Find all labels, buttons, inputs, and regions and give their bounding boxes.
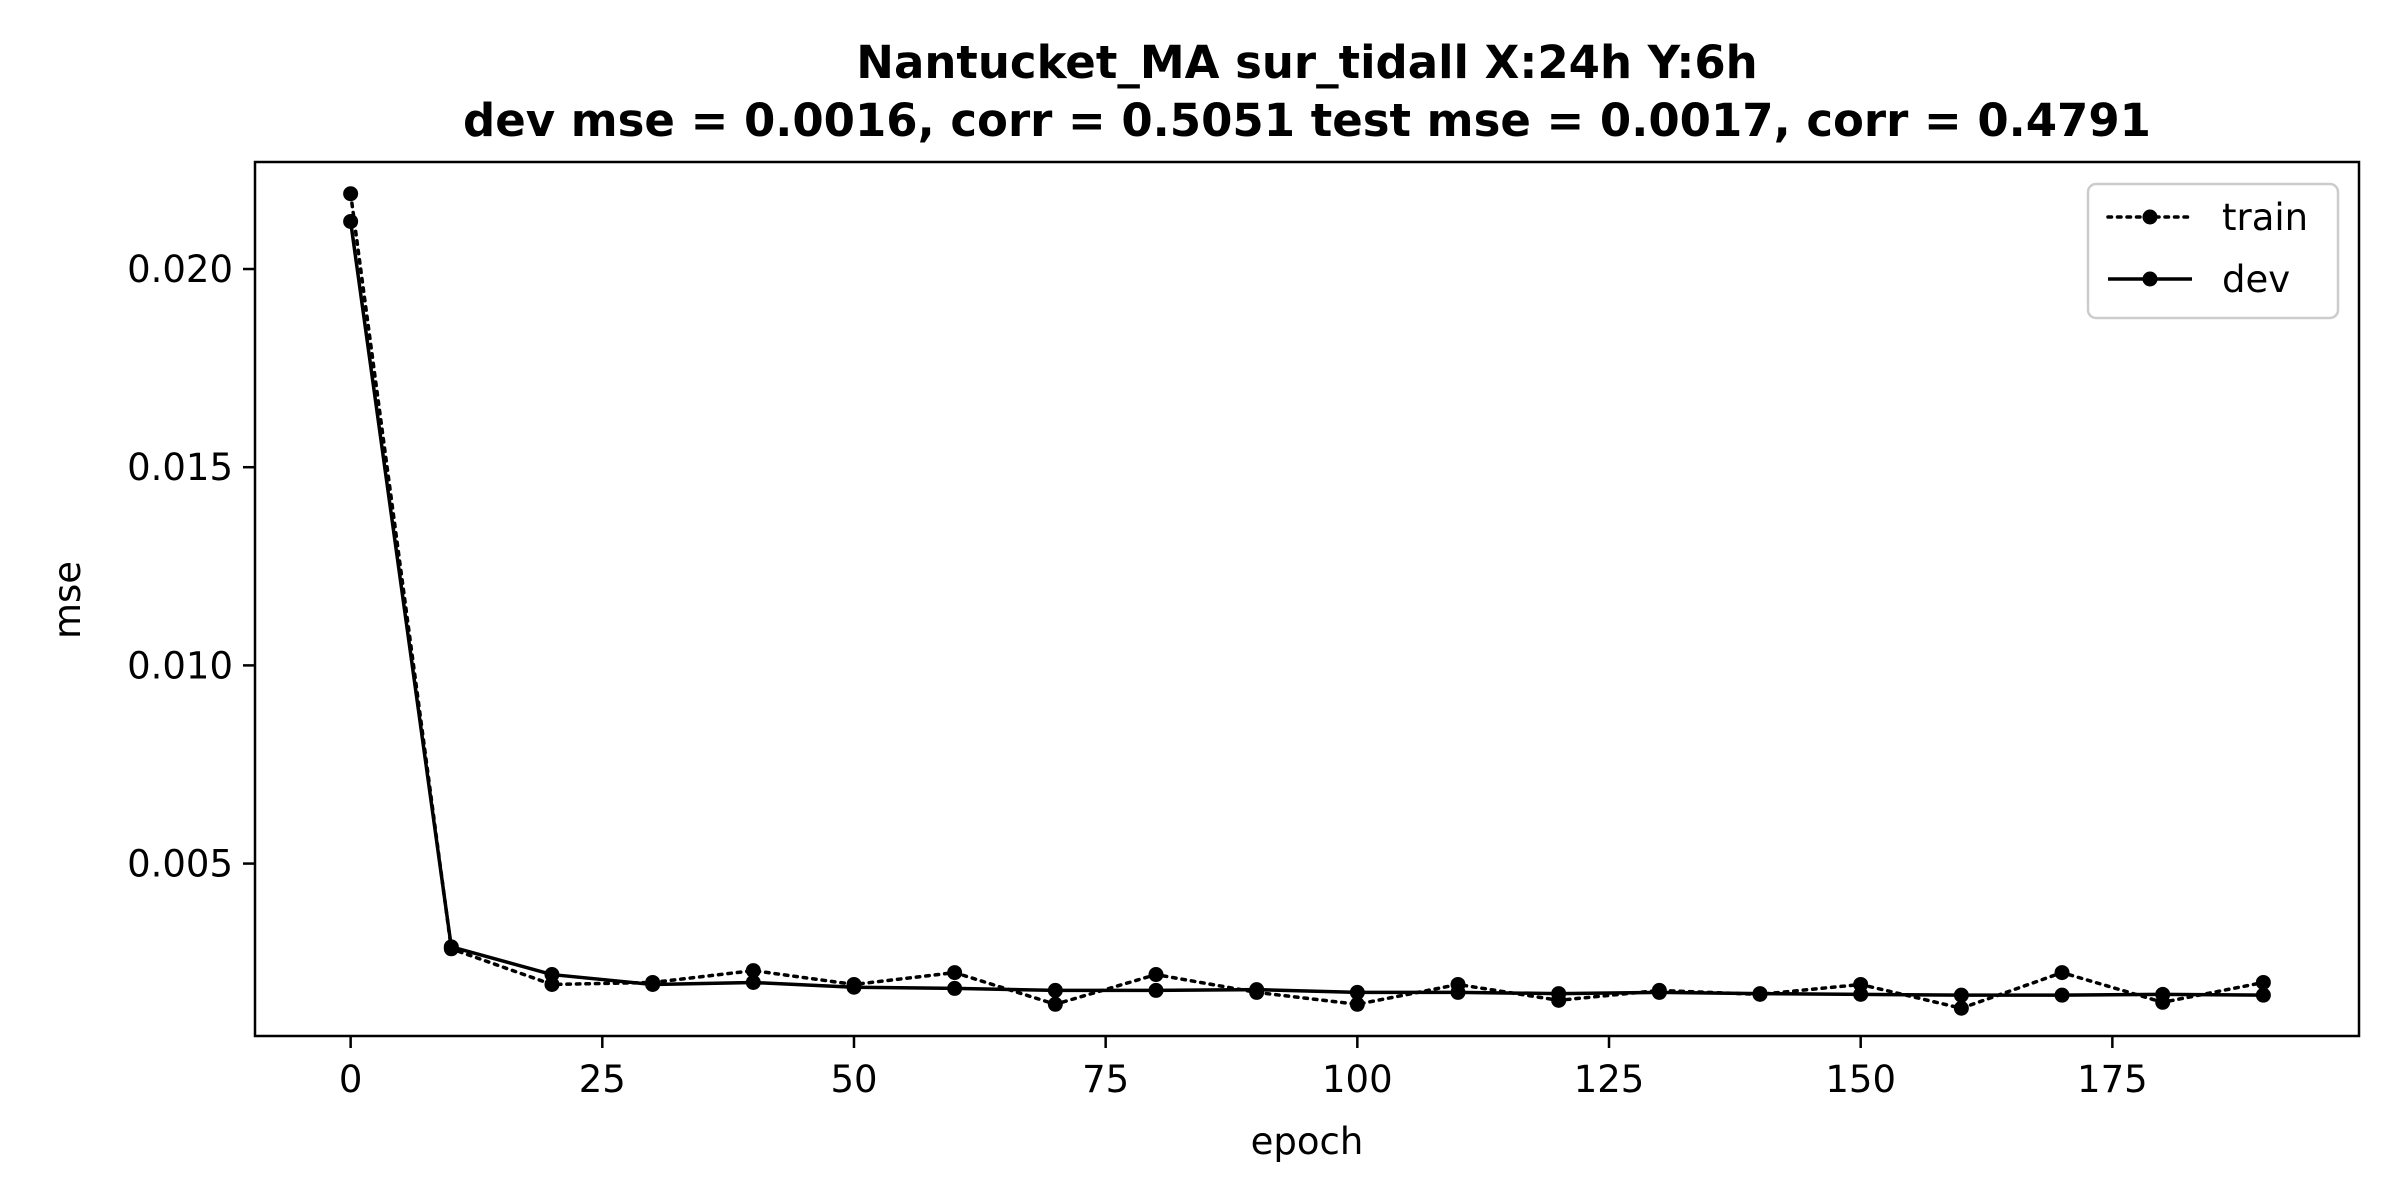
train-point bbox=[343, 186, 359, 202]
dev-point bbox=[1752, 986, 1768, 1002]
chart-subtitle: dev mse = 0.0016, corr = 0.5051 test mse… bbox=[463, 94, 2151, 147]
train-point bbox=[2255, 974, 2271, 990]
dev-line bbox=[348, 221, 2264, 997]
dev-point bbox=[1450, 984, 1466, 1000]
x-axis-label: epoch bbox=[1251, 1120, 1364, 1163]
x-tick-label: 75 bbox=[1082, 1058, 1129, 1101]
legend-label-train: train bbox=[2222, 196, 2308, 239]
dev-point bbox=[1148, 982, 1164, 998]
chart-title: Nantucket_MA sur_tidall X:24h Y:6h bbox=[856, 36, 1757, 89]
dev-point bbox=[1853, 986, 1869, 1002]
dev-point bbox=[1953, 987, 1969, 1003]
y-tick-label: 0.020 bbox=[127, 248, 233, 291]
plot-area-frame bbox=[253, 160, 2361, 1038]
dev-point bbox=[1551, 986, 1567, 1002]
train-point bbox=[1349, 996, 1365, 1012]
x-tick-label: 175 bbox=[2077, 1058, 2148, 1101]
x-tick-label: 125 bbox=[1574, 1058, 1645, 1101]
legend-entry-dev: dev bbox=[2108, 258, 2290, 301]
legend-entry-train: train bbox=[2106, 196, 2308, 239]
legend-label-dev: dev bbox=[2222, 258, 2290, 301]
train-point bbox=[2054, 965, 2070, 981]
series-dev bbox=[343, 213, 2271, 1003]
dev-point bbox=[443, 939, 459, 955]
train-point bbox=[1148, 967, 1164, 983]
y-axis-label: mse bbox=[46, 561, 89, 639]
y-tick-label: 0.005 bbox=[127, 843, 233, 886]
dev-point bbox=[947, 980, 963, 996]
y-tick-label: 0.010 bbox=[127, 644, 233, 687]
dev-point bbox=[1249, 982, 1265, 998]
dev-point bbox=[745, 974, 761, 990]
x-tick-label: 0 bbox=[339, 1058, 363, 1101]
x-axis: 0 25 50 75 100 125 150 175 bbox=[339, 1036, 2148, 1101]
train-point bbox=[1953, 1000, 1969, 1016]
x-tick-label: 50 bbox=[830, 1058, 877, 1101]
series-layer bbox=[343, 186, 2271, 1016]
dev-point bbox=[2255, 987, 2271, 1003]
legend: train dev bbox=[2086, 182, 2340, 320]
dev-point bbox=[544, 967, 560, 983]
train-point bbox=[947, 965, 963, 981]
y-tick-label: 0.015 bbox=[127, 446, 233, 489]
legend-marker-train bbox=[2142, 209, 2158, 225]
y-axis: 0.005 0.010 0.015 0.020 bbox=[127, 248, 255, 886]
dev-point bbox=[1047, 982, 1063, 998]
dev-point bbox=[2054, 987, 2070, 1003]
dev-point bbox=[1651, 984, 1667, 1000]
train-point bbox=[1047, 996, 1063, 1012]
legend-marker-dev bbox=[2142, 271, 2158, 287]
dev-point bbox=[846, 979, 862, 995]
train-point bbox=[745, 963, 761, 979]
x-tick-label: 100 bbox=[1322, 1058, 1393, 1101]
x-tick-label: 150 bbox=[1825, 1058, 1896, 1101]
dev-point bbox=[1349, 984, 1365, 1000]
dev-point bbox=[2155, 986, 2171, 1002]
dev-point bbox=[645, 976, 661, 992]
dev-point bbox=[343, 213, 359, 229]
x-tick-label: 25 bbox=[579, 1058, 626, 1101]
train-line bbox=[348, 191, 2266, 1011]
